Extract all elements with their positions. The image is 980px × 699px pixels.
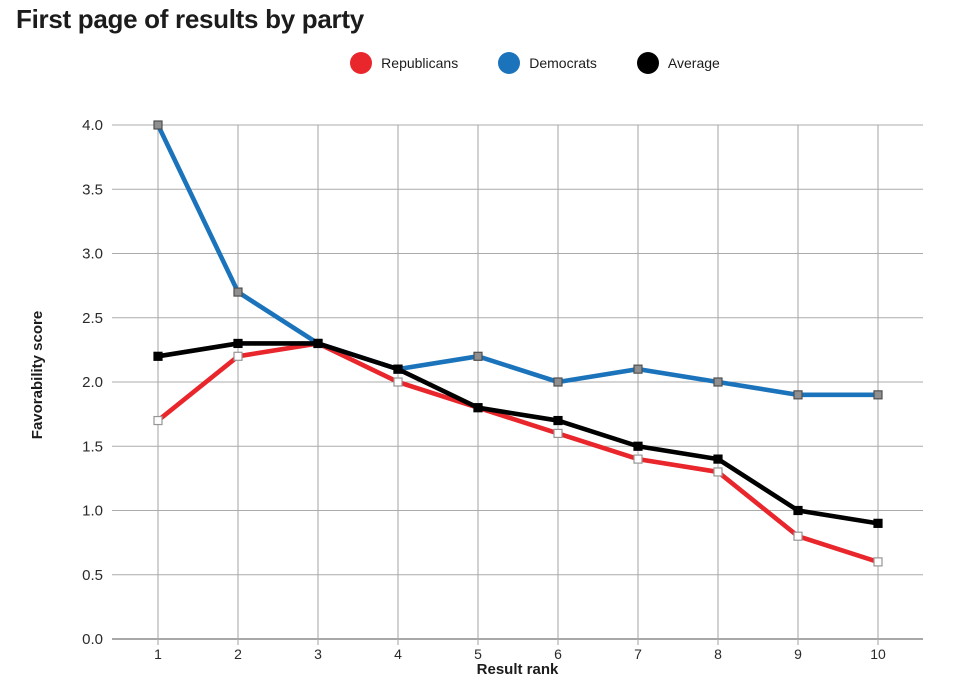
average-swatch-icon bbox=[636, 52, 659, 74]
data-point-marker bbox=[873, 390, 883, 400]
x-tick-label: 6 bbox=[554, 646, 562, 662]
page-title: First page of results by party bbox=[16, 4, 364, 34]
x-tick-label: 5 bbox=[474, 646, 482, 662]
data-point-marker bbox=[153, 351, 163, 361]
y-tick-label: 0.0 bbox=[82, 631, 103, 648]
series-average bbox=[153, 338, 883, 528]
data-point-marker bbox=[713, 377, 723, 387]
y-tick-label: 2.5 bbox=[82, 310, 103, 327]
data-point-marker bbox=[553, 377, 563, 387]
legend-item-average: Average bbox=[636, 52, 720, 74]
data-point-marker bbox=[633, 454, 643, 464]
data-point-marker bbox=[873, 518, 883, 528]
data-point-marker bbox=[793, 390, 803, 400]
data-point-marker bbox=[553, 415, 563, 426]
series-republicans bbox=[153, 338, 883, 567]
data-point-marker bbox=[873, 557, 883, 567]
data-point-marker bbox=[473, 403, 483, 413]
y-tick-label: 1.0 bbox=[82, 503, 103, 520]
data-point-marker bbox=[233, 287, 243, 297]
republicans-swatch-icon bbox=[350, 52, 373, 74]
gridlines bbox=[112, 124, 923, 645]
y-tick-label: 4.0 bbox=[82, 117, 103, 134]
data-point-marker bbox=[153, 120, 163, 130]
legend-label-republicans: Republicans bbox=[381, 55, 459, 71]
y-axis-title: Favorability score bbox=[29, 310, 46, 440]
data-point-marker bbox=[633, 441, 643, 451]
x-tick-label: 9 bbox=[794, 646, 802, 662]
series-line bbox=[157, 341, 879, 526]
x-tick-label: 2 bbox=[234, 646, 242, 662]
data-point-marker bbox=[153, 415, 163, 426]
data-point-marker bbox=[713, 467, 723, 477]
legend-label-average: Average bbox=[667, 55, 720, 71]
data-point-marker bbox=[553, 428, 563, 438]
x-tick-label: 7 bbox=[634, 646, 642, 662]
series-democrats bbox=[153, 120, 883, 400]
data-point-marker bbox=[713, 454, 723, 464]
legend: Republicans Democrats Average bbox=[90, 52, 980, 74]
x-tick-label: 10 bbox=[870, 646, 886, 662]
x-tick-label: 4 bbox=[394, 646, 402, 662]
data-point-marker bbox=[393, 377, 403, 387]
data-point-marker bbox=[793, 505, 803, 516]
data-point-marker bbox=[633, 364, 643, 374]
data-point-marker bbox=[793, 531, 803, 541]
series-line bbox=[155, 124, 878, 398]
data-point-marker bbox=[233, 338, 243, 349]
y-tick-label: 3.0 bbox=[82, 246, 103, 263]
series-line bbox=[156, 341, 879, 565]
legend-item-democrats: Democrats bbox=[498, 52, 597, 74]
x-tick-label: 1 bbox=[154, 646, 162, 662]
data-point-marker bbox=[313, 338, 323, 349]
data-point-marker bbox=[393, 364, 403, 374]
x-axis-title: Result rank bbox=[476, 661, 559, 678]
x-tick-label: 8 bbox=[714, 646, 722, 662]
data-point-marker bbox=[233, 351, 243, 361]
legend-label-democrats: Democrats bbox=[529, 55, 597, 71]
y-tick-label: 1.5 bbox=[82, 438, 103, 455]
data-point-marker bbox=[473, 351, 483, 361]
legend-item-republicans: Republicans bbox=[350, 52, 458, 74]
y-tick-label: 3.5 bbox=[82, 181, 103, 198]
y-tick-label: 2.0 bbox=[82, 374, 103, 391]
democrats-swatch-icon bbox=[498, 52, 521, 74]
y-tick-label: 0.5 bbox=[82, 567, 103, 584]
x-tick-label: 3 bbox=[314, 646, 322, 662]
